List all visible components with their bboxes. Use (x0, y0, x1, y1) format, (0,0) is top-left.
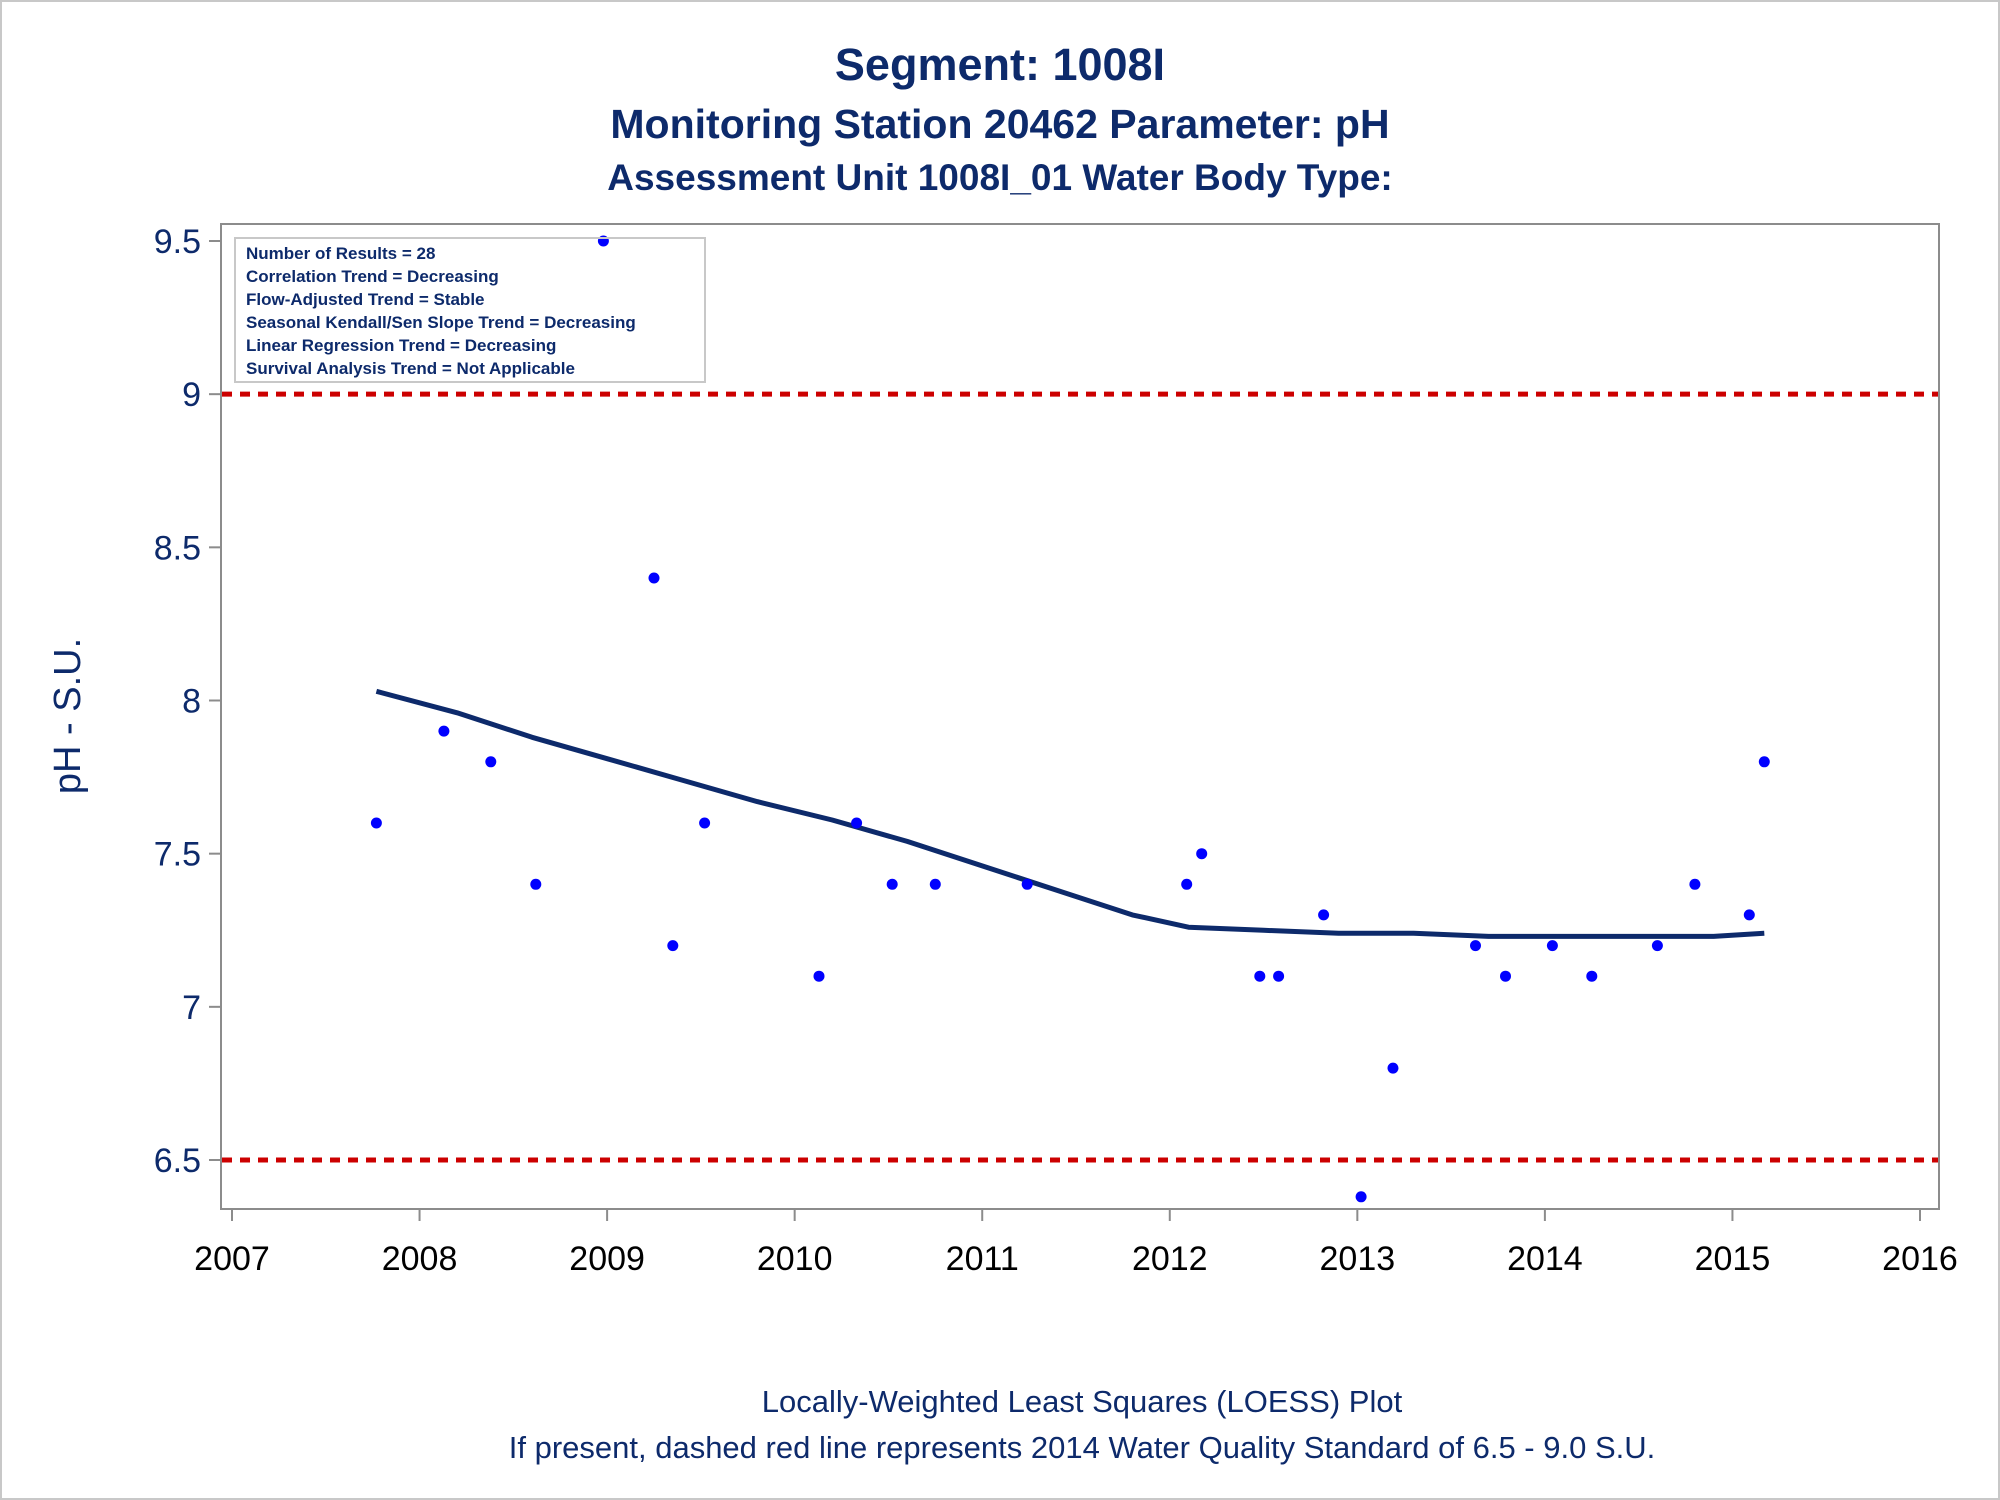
stats-box: Number of Results = 28 Correlation Trend… (234, 237, 706, 383)
footnote-loess: Locally-Weighted Least Squares (LOESS) P… (762, 1384, 1403, 1419)
data-point (1651, 940, 1663, 952)
data-point (1470, 940, 1481, 952)
chart-title: Segment: 1008I (835, 39, 1165, 90)
x-tick-label: 2013 (1320, 1240, 1396, 1278)
data-point (370, 817, 382, 829)
data-point (1758, 756, 1770, 768)
data-point (699, 817, 711, 829)
stats-correlation-trend: Correlation Trend = Decreasing (246, 267, 499, 286)
x-tick-label: 2007 (194, 1240, 270, 1278)
stats-survival-analysis-trend: Survival Analysis Trend = Not Applicable (246, 359, 575, 378)
x-tick-label: 2015 (1695, 1240, 1771, 1278)
stats-box-border (234, 237, 706, 383)
data-point (1273, 970, 1285, 982)
y-axis: 6.5 7 7.5 8 8.5 9 9.5 (154, 223, 221, 1180)
data-point (1546, 940, 1558, 952)
data-point (648, 572, 660, 584)
x-tick-label: 2011 (946, 1240, 1019, 1278)
data-point (1743, 909, 1755, 921)
x-tick-label: 2008 (382, 1240, 458, 1278)
stats-flow-adjusted-trend: Flow-Adjusted Trend = Stable (246, 290, 485, 309)
data-point (1689, 878, 1701, 890)
y-axis-label: pH - S.U. (47, 638, 89, 794)
standard-lines (222, 391, 1938, 1163)
y-tick-label: 7.5 (154, 836, 201, 874)
y-tick-label: 9.5 (154, 223, 201, 261)
y-tick-label: 7 (182, 989, 201, 1027)
data-point (1355, 1191, 1367, 1203)
x-tick-label: 2010 (757, 1240, 833, 1278)
data-point (1181, 878, 1193, 890)
data-point (1586, 970, 1598, 982)
data-point (886, 878, 898, 890)
chart-subtitle-station: Monitoring Station 20462 Parameter: pH (610, 101, 1389, 147)
data-point (1318, 909, 1330, 921)
x-tick-label: 2014 (1507, 1240, 1583, 1278)
data-point (1021, 878, 1033, 890)
data-point (813, 970, 825, 982)
data-point (530, 878, 542, 890)
y-tick-label: 8 (182, 683, 201, 721)
x-tick-label: 2009 (569, 1240, 645, 1278)
loess-curve (375, 688, 1765, 939)
data-point (1500, 970, 1511, 982)
x-tick-label: 2016 (1882, 1240, 1958, 1278)
data-point (851, 817, 863, 829)
chart-subtitle-assessment: Assessment Unit 1008I_01 Water Body Type… (607, 157, 1393, 198)
data-point (667, 940, 679, 952)
loess-curve-group (375, 688, 1765, 939)
data-point (1196, 848, 1208, 860)
x-axis: 2007 2008 2009 2010 2011 2012 2013 2014 2015 2016 (194, 1209, 1958, 1278)
plot-area (220, 223, 1940, 1210)
y-tick-label: 8.5 (154, 529, 201, 567)
y-tick-label: 9 (182, 376, 201, 414)
data-point (929, 878, 941, 890)
stats-seasonal-kendall-trend: Seasonal Kendall/Sen Slope Trend = Decre… (246, 313, 636, 332)
data-point (1254, 970, 1266, 982)
footnote-standard: If present, dashed red line represents 2… (509, 1430, 1656, 1465)
data-point (438, 725, 450, 737)
data-point (1387, 1062, 1399, 1074)
data-point (485, 756, 497, 768)
stats-number-of-results: Number of Results = 28 (246, 244, 435, 263)
stats-linear-regression-trend: Linear Regression Trend = Decreasing (246, 336, 556, 355)
x-tick-label: 2012 (1132, 1240, 1208, 1278)
y-tick-label: 6.5 (154, 1142, 201, 1180)
